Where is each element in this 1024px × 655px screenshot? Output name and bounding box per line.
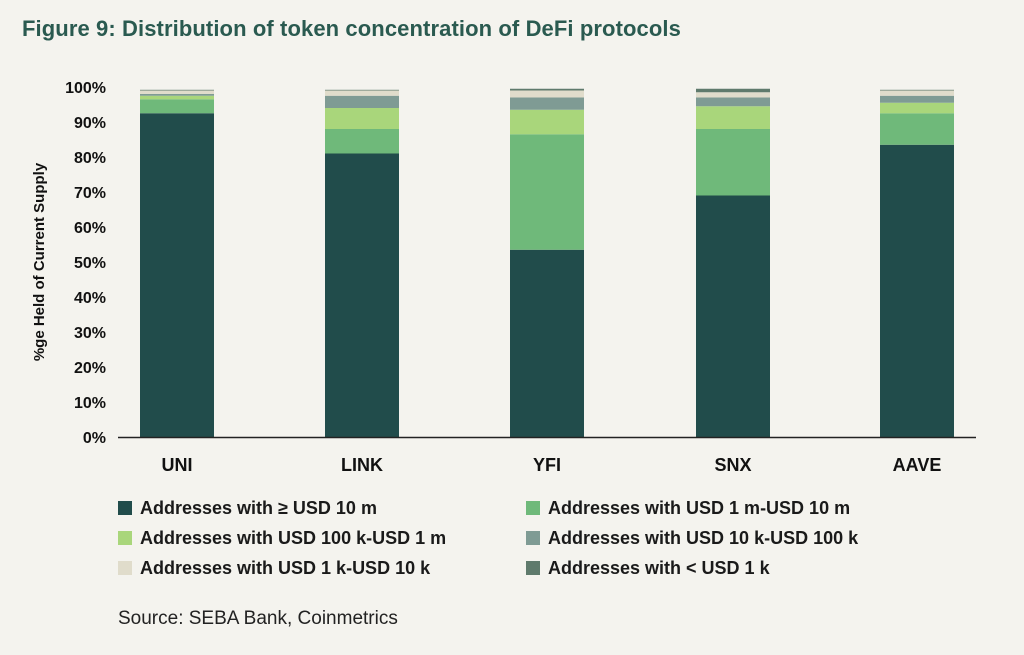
bar-segment xyxy=(325,95,399,108)
bar-segment xyxy=(140,94,214,96)
legend-swatch xyxy=(118,501,132,515)
y-tick-label: 50% xyxy=(74,255,106,272)
legend: Addresses with ≥ USD 10 m Addresses with … xyxy=(118,496,918,580)
y-tick-label: 70% xyxy=(74,185,106,202)
bar-segment xyxy=(140,113,214,437)
bar-segment xyxy=(880,113,954,145)
bar-segment xyxy=(880,102,954,114)
bar-segment xyxy=(510,134,584,250)
bar-stack-link xyxy=(325,89,399,437)
y-axis-ticks: 0% 10% 20% 30% 40% 50% 60% 70% 80% 90% 100% xyxy=(65,80,106,447)
legend-label: Addresses with ≥ USD 10 m xyxy=(140,497,377,518)
bar-stack-uni xyxy=(140,89,214,437)
x-tick-label: UNI xyxy=(162,455,193,475)
bar-segment xyxy=(880,95,954,103)
y-tick-label: 10% xyxy=(74,395,106,412)
legend-swatch xyxy=(118,561,132,575)
legend-item: Addresses with USD 1 k-USD 10 k xyxy=(118,556,526,580)
bar-segment xyxy=(140,89,214,91)
legend-item: Addresses with USD 100 k-USD 1 m xyxy=(118,526,526,550)
y-tick-label: 20% xyxy=(74,360,106,377)
stacked-bar-chart: %ge Held of Current Supply 0% 10% 20% 30% 40… xyxy=(31,80,976,475)
bar-segment xyxy=(325,108,399,129)
bar-segment xyxy=(880,90,954,96)
legend-label: Addresses with USD 10 k-USD 100 k xyxy=(548,527,859,548)
bar-segment xyxy=(510,109,584,135)
bar-segment xyxy=(325,153,399,437)
bar-stack-snx xyxy=(696,88,770,437)
bar-stack-yfi xyxy=(510,88,584,437)
legend-item: Addresses with USD 10 k-USD 100 k xyxy=(526,526,918,550)
x-axis-labels: UNI LINK YFI SNX AAVE xyxy=(162,455,942,475)
chart-title: Figure 9: Distribution of token concentr… xyxy=(22,16,681,41)
bar-segment xyxy=(880,89,954,91)
legend-label: Addresses with USD 1 m-USD 10 m xyxy=(548,497,851,518)
bar-segment xyxy=(140,95,214,100)
bar-segment xyxy=(140,99,214,114)
bar-segment xyxy=(510,97,584,110)
x-tick-label: SNX xyxy=(714,455,751,475)
bar-segment xyxy=(140,90,214,94)
legend-swatch xyxy=(118,531,132,545)
bar-segment xyxy=(325,90,399,96)
bar-segment xyxy=(325,129,399,154)
x-tick-label: YFI xyxy=(533,455,561,475)
bar-segment xyxy=(880,144,954,437)
y-tick-label: 100% xyxy=(65,80,106,97)
source-note: Source: SEBA Bank, Coinmetrics xyxy=(118,608,398,629)
legend-swatch xyxy=(526,501,540,515)
bar-segment xyxy=(510,249,584,437)
x-tick-label: AAVE xyxy=(893,455,942,475)
bar-segment xyxy=(510,88,584,91)
x-tick-label: LINK xyxy=(341,455,383,475)
y-axis-label: %ge Held of Current Supply xyxy=(31,162,48,361)
legend-swatch xyxy=(526,561,540,575)
y-tick-label: 30% xyxy=(74,325,106,342)
legend-label: Addresses with < USD 1 k xyxy=(548,557,770,578)
bar-segment xyxy=(696,88,770,93)
y-tick-label: 0% xyxy=(83,430,106,447)
legend-item: Addresses with ≥ USD 10 m xyxy=(118,496,526,520)
legend-item: Addresses with < USD 1 k xyxy=(526,556,918,580)
y-tick-label: 60% xyxy=(74,220,106,237)
bar-segment xyxy=(696,106,770,129)
y-tick-label: 80% xyxy=(74,150,106,167)
bar-segment xyxy=(696,195,770,437)
y-tick-label: 40% xyxy=(74,290,106,307)
bar-segment xyxy=(510,90,584,98)
y-axis-label-group: %ge Held of Current Supply xyxy=(31,162,48,361)
legend-swatch xyxy=(526,531,540,545)
legend-label: Addresses with USD 100 k-USD 1 m xyxy=(140,527,447,548)
legend-item: Addresses with USD 1 m-USD 10 m xyxy=(526,496,918,520)
bar-segment xyxy=(696,92,770,98)
legend-label: Addresses with USD 1 k-USD 10 k xyxy=(140,557,431,578)
bars xyxy=(140,88,954,437)
bar-segment xyxy=(696,97,770,107)
bar-segment xyxy=(325,89,399,91)
bar-segment xyxy=(696,129,770,196)
y-tick-label: 90% xyxy=(74,115,106,132)
bar-stack-aave xyxy=(880,89,954,437)
